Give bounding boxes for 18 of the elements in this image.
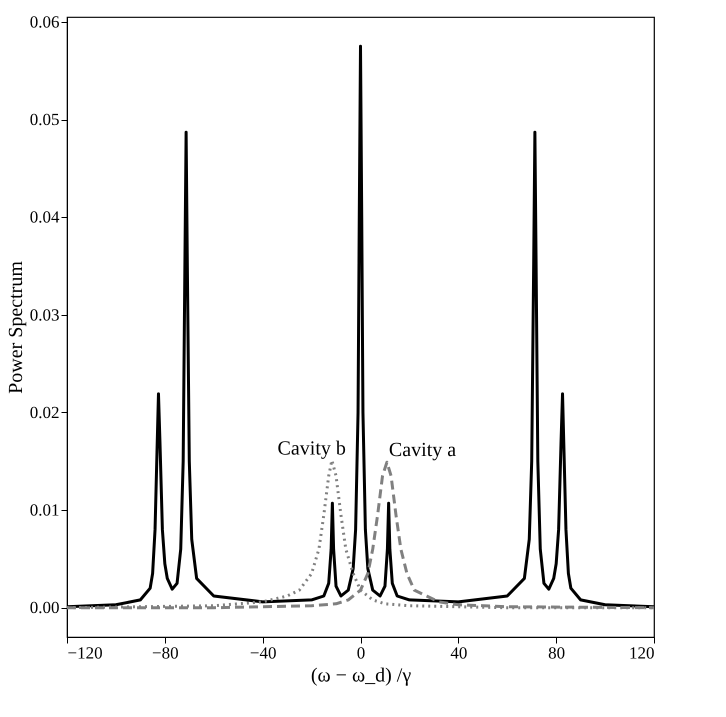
x-tick-label: 120 [629,644,654,662]
x-tick-label: −120 [68,644,103,662]
y-tick-label: 0.02 [30,402,60,422]
y-tick-label: 0.03 [30,305,60,324]
y-tick-label: 0.06 [30,12,60,32]
y-tick-label: 0.01 [30,500,60,520]
y-tick-label: 0.00 [30,598,60,618]
series-label: Cavity b [278,437,346,460]
x-tick-label: −80 [152,644,179,662]
x-tick-label: 80 [548,644,566,662]
y-tick-label: 0.04 [30,208,60,227]
y-tick-label: 0.05 [30,110,60,130]
x-tick-label: 0 [356,644,366,662]
x-tick-label: −40 [250,644,276,662]
y-axis-title: Power Spectrum [4,260,27,394]
series-label: Cavity a [388,439,456,462]
x-tick-label: 40 [450,644,468,662]
x-axis-title: (ω − ω_d) /γ [310,664,412,686]
